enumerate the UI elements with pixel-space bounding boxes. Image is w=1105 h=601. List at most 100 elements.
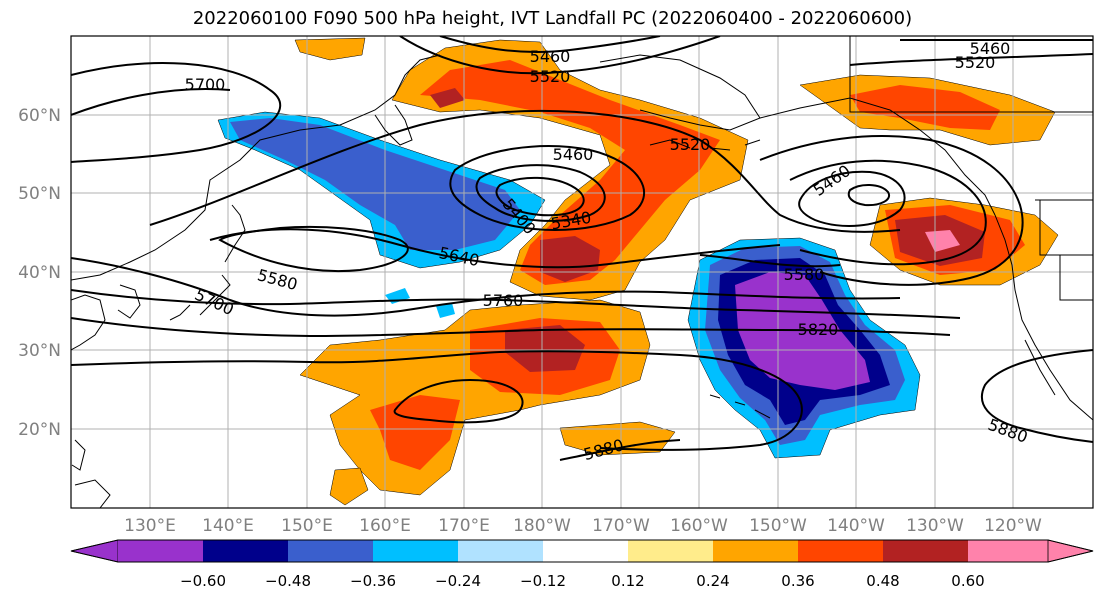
coast-china [71,294,106,351]
contour-5880-inner [393,378,524,424]
contour-label: 5700 [185,75,226,94]
warm-hawaii [559,421,676,456]
graticule [71,36,1093,508]
colorbar-label: 0.60 [951,572,984,590]
cool-northwest-core [230,118,520,250]
contour-label: 5580 [784,265,825,284]
lon-label: 130°W [906,516,964,536]
lon-label: 140°E [202,516,254,536]
colorbar-swatch [458,540,543,562]
colorbar-swatch [543,540,628,562]
lat-label: 20°N [18,420,61,440]
contour-5700-north [71,62,282,163]
coast-russia-east [71,54,441,281]
contour-label: 5460 [553,145,594,164]
contour-label: 5760 [483,291,524,310]
contour-5820 [71,317,951,338]
plot-title: 2022060100 F090 500 hPa height, IVT Land… [192,8,913,29]
lon-label: 130°E [124,516,176,536]
contour-5580-right [699,254,841,268]
contour-5880-east [980,349,1093,443]
warm-band-north [294,37,366,61]
latitude-labels: 60°N 50°N 40°N 30°N 20°N [18,106,61,440]
contour-5340 [495,176,585,217]
colorbar-swatch [713,540,798,562]
colorbar-label: 0.48 [866,572,899,590]
lat-label: 30°N [18,341,61,361]
colorbar-label: −0.24 [435,572,481,590]
contour-5880-hawaii [559,439,681,461]
state-borders [1035,199,1093,301]
height-contours [71,36,1093,461]
colorbar-label: −0.60 [180,572,226,590]
colorbar-swatch [798,540,883,562]
lat-label: 50°N [18,184,61,204]
contour-label: 5460 [970,39,1011,58]
warm-gulf-alaska-core [850,85,1000,130]
contour-east-loop [759,135,1024,286]
coast-korea [117,284,141,319]
warm-band-aleutian-core [420,60,720,285]
colorbar-swatch [288,540,373,562]
lon-label: 170°W [592,516,650,536]
warm-max-core [540,236,600,282]
contour-label: 5820 [798,320,839,339]
coast-philippines [74,479,111,508]
lon-label: 160°E [359,516,411,536]
ivt-positive-shading [294,37,1059,506]
contour-5460-east [798,170,906,227]
colorbar: −0.60 −0.48 −0.36 −0.24 −0.12 0.12 0.24 … [70,539,1094,590]
colorbar-label: −0.48 [265,572,311,590]
lat-label: 40°N [18,263,61,283]
lon-label: 150°W [749,516,807,536]
coast-kamchatka [374,104,413,146]
warm-max-north [430,88,465,108]
lon-label: 160°W [670,516,728,536]
contour-5700-low [71,257,901,317]
coast-westcoast [994,214,1093,421]
contour-5700-west [71,88,231,116]
contour-label: 5520 [670,135,711,154]
lon-label: 140°W [827,516,885,536]
contour-5460-mid [449,145,646,231]
contour-5400 [475,164,606,222]
map-frame [70,35,1094,509]
contour-5580 [218,225,409,273]
colorbar-swatch [118,540,203,562]
coast-taiwan [71,439,86,471]
coast-japan [169,204,246,321]
colorbar-label: 0.36 [781,572,814,590]
coast-alaska [599,54,761,131]
contour-5460-east-inner [847,184,891,207]
cool-small-2 [436,303,455,318]
contour-5640 [209,228,781,269]
colorbar-label: −0.36 [350,572,396,590]
lon-label: 180°W [513,516,571,536]
contour-label: 5520 [955,53,996,72]
colorbar-swatch [203,540,288,562]
contour-5520-north [399,36,721,75]
warm-subtropical-max [505,325,585,372]
coast-alaska-south [759,97,996,216]
longitude-labels: 130°E 140°E 150°E 160°E 170°E 180°W 170°… [124,516,1042,536]
colorbar-label: 0.12 [611,572,644,590]
colorbar-label: −0.12 [520,572,566,590]
contour-label: 5520 [530,67,571,86]
colorbar-swatch [968,540,1048,562]
contour-east-loop2 [789,159,987,266]
warm-southwest [329,467,369,506]
colorbar-swatch [883,540,968,562]
lon-label: 150°E [281,516,333,536]
colorbar-max-extend [1047,539,1094,563]
coast-baja [1024,339,1056,396]
contour-5460-north [439,36,661,54]
lat-label: 60°N [18,106,61,126]
colorbar-label: 0.24 [696,572,729,590]
coast-hawaii [709,394,771,419]
contour-5520-ne [849,53,1093,66]
coast-canada [849,36,1093,113]
colorbar-min-extend [70,539,119,563]
map-area: 5700 5460 5520 5460 5520 5460 5520 5460 … [71,36,1093,508]
contour-5880-south [71,350,803,451]
